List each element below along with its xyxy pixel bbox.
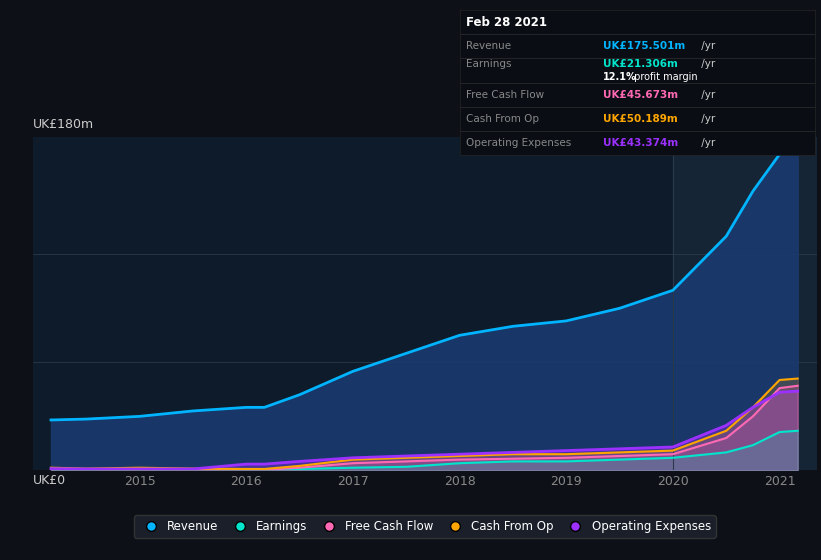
Text: Feb 28 2021: Feb 28 2021 bbox=[466, 16, 548, 29]
Text: UK£0: UK£0 bbox=[33, 474, 66, 487]
Text: UK£175.501m: UK£175.501m bbox=[603, 41, 686, 52]
Text: UK£180m: UK£180m bbox=[33, 118, 94, 130]
Text: /yr: /yr bbox=[698, 41, 715, 52]
Text: /yr: /yr bbox=[698, 138, 715, 148]
Bar bbox=[673, 137, 817, 470]
Text: UK£43.374m: UK£43.374m bbox=[603, 138, 679, 148]
Text: UK£45.673m: UK£45.673m bbox=[603, 90, 679, 100]
Text: Revenue: Revenue bbox=[466, 41, 511, 52]
Text: /yr: /yr bbox=[698, 114, 715, 124]
Text: Operating Expenses: Operating Expenses bbox=[466, 138, 571, 148]
Text: profit margin: profit margin bbox=[631, 72, 697, 82]
Text: /yr: /yr bbox=[698, 59, 715, 69]
Text: /yr: /yr bbox=[698, 90, 715, 100]
Text: 12.1%: 12.1% bbox=[603, 72, 637, 82]
Text: Free Cash Flow: Free Cash Flow bbox=[466, 90, 544, 100]
Legend: Revenue, Earnings, Free Cash Flow, Cash From Op, Operating Expenses: Revenue, Earnings, Free Cash Flow, Cash … bbox=[134, 515, 716, 538]
Text: UK£50.189m: UK£50.189m bbox=[603, 114, 678, 124]
Text: Cash From Op: Cash From Op bbox=[466, 114, 539, 124]
Text: UK£21.306m: UK£21.306m bbox=[603, 59, 678, 69]
Text: Earnings: Earnings bbox=[466, 59, 511, 69]
